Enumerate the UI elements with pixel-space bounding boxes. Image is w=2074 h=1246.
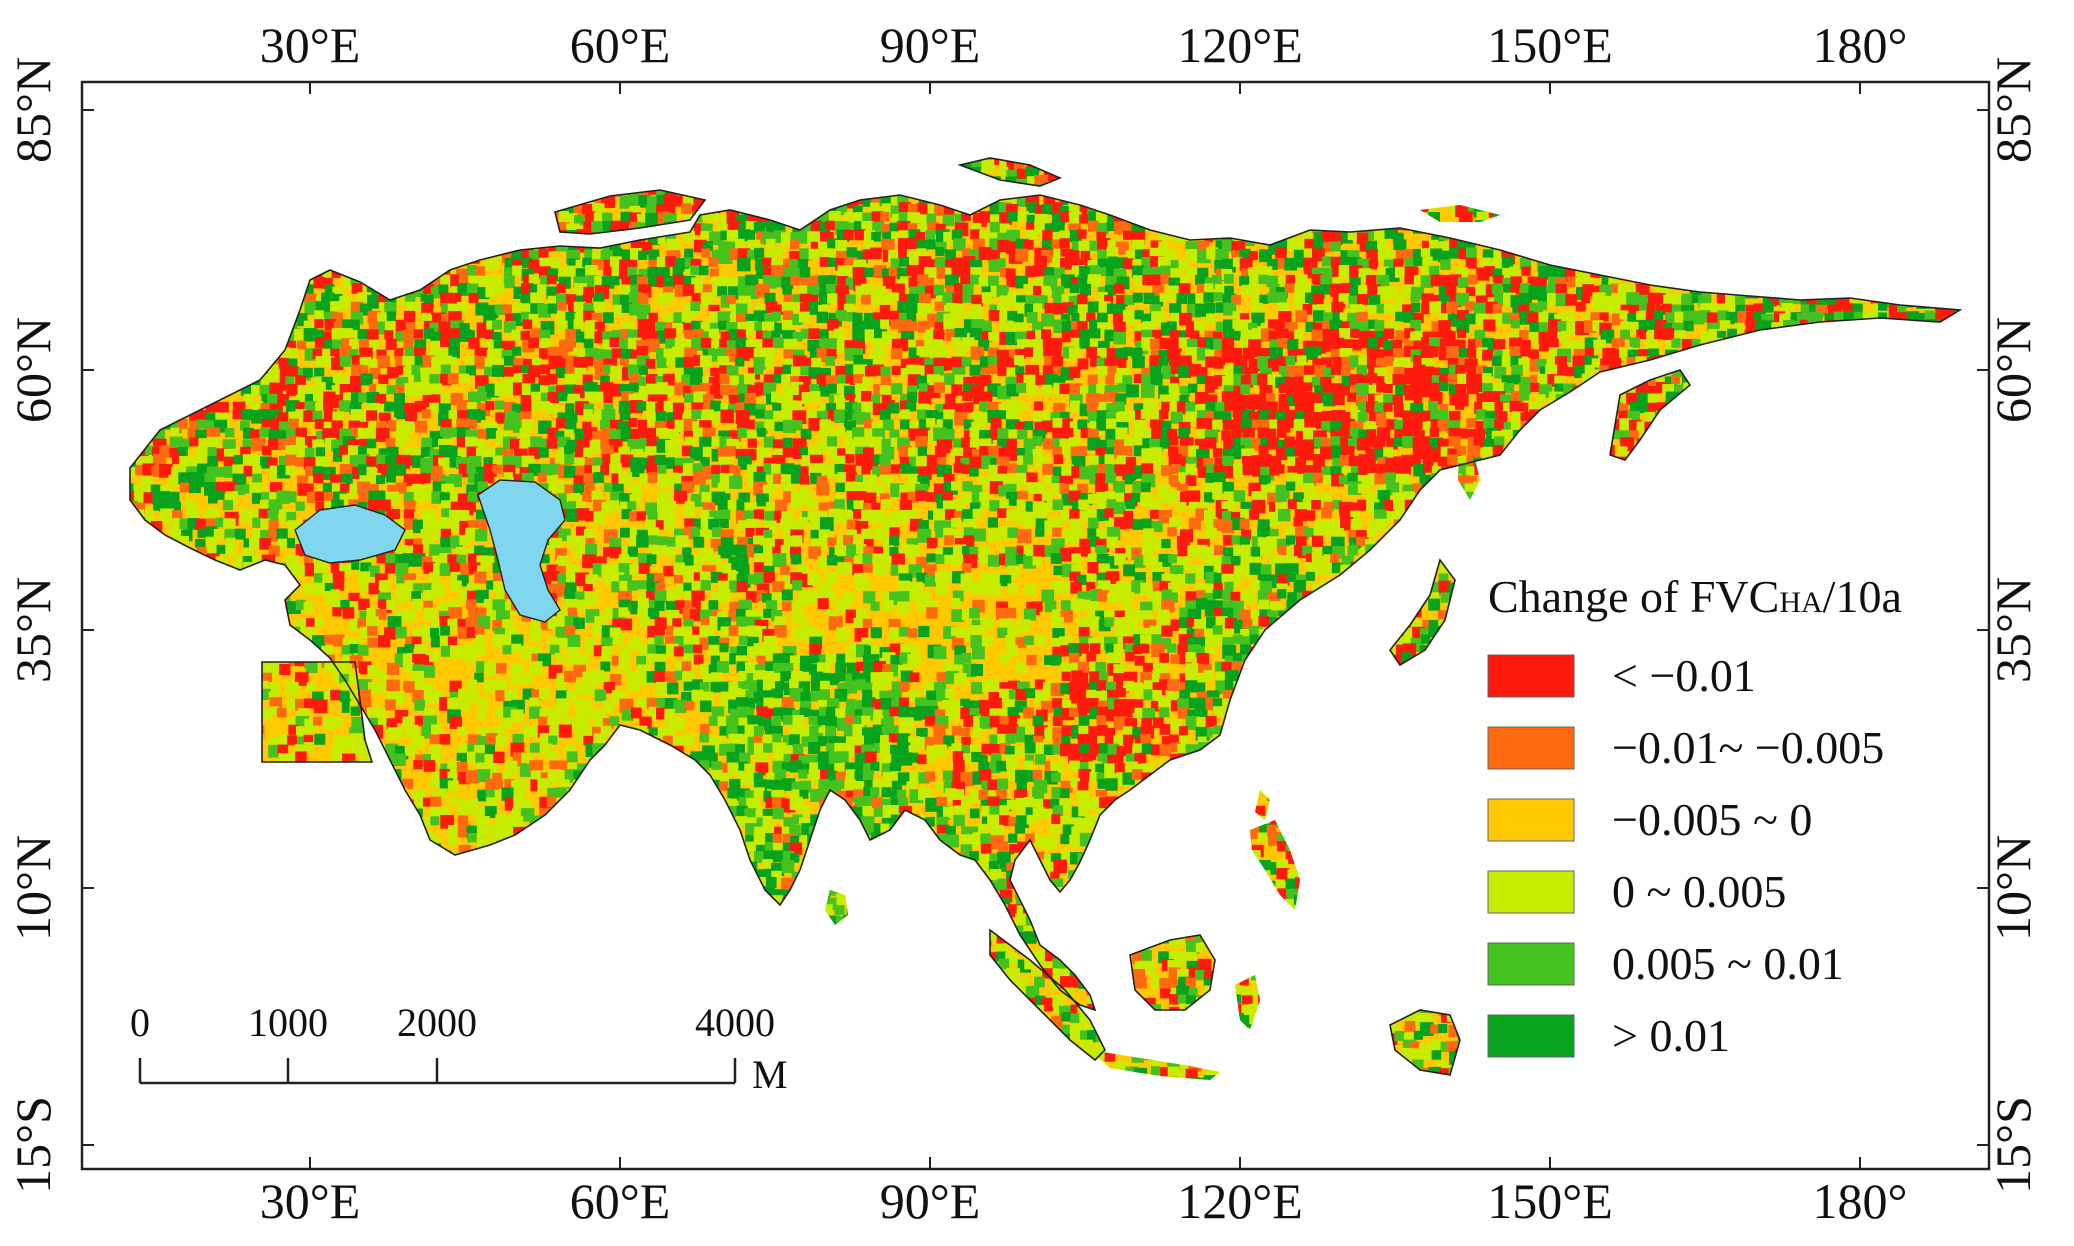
legend-label: −0.01~ −0.005 xyxy=(1612,722,1884,773)
lon-tick-label-top: 30°E xyxy=(260,17,361,73)
lon-tick-label-bottom: 120°E xyxy=(1177,1173,1303,1229)
legend-label: 0.005 ~ 0.01 xyxy=(1612,938,1844,989)
legend-swatch xyxy=(1487,1014,1575,1058)
lon-tick-label-bottom: 30°E xyxy=(260,1173,361,1229)
lon-tick-label-top: 150°E xyxy=(1487,17,1613,73)
lon-tick-label-bottom: 180° xyxy=(1813,1173,1908,1229)
scale-label-2000: 2000 xyxy=(397,1000,477,1045)
scale-unit: M xyxy=(752,1052,788,1097)
black-sea xyxy=(294,504,406,564)
lat-tick-label-right: 85°N xyxy=(1985,57,2041,163)
lon-tick-label-top: 60°E xyxy=(570,17,671,73)
lat-tick-label-left: 35°N xyxy=(5,577,61,683)
lat-tick-label-right: 60°N xyxy=(1985,317,2041,423)
scale-label-0: 0 xyxy=(130,1000,150,1045)
lon-tick-label-bottom: 60°E xyxy=(570,1173,671,1229)
lat-tick-label-left: 60°N xyxy=(5,317,61,423)
lon-tick-label-top: 90°E xyxy=(880,17,981,73)
lon-tick-label-top: 180° xyxy=(1813,17,1908,73)
scale-label-4000: 4000 xyxy=(695,1000,775,1045)
caspian-sea xyxy=(477,479,566,623)
scale-bar: 0 1000 2000 4000 M xyxy=(130,1000,788,1097)
legend-swatch xyxy=(1487,798,1575,842)
lat-tick-label-left: 15°S xyxy=(5,1096,61,1194)
graticule-ticks: 30°E 30°E 60°E 60°E 90°E 90°E 120°E 120°E 150°E 1… xyxy=(5,17,2041,1229)
legend-swatch xyxy=(1487,942,1575,986)
legend-label: −0.005 ~ 0 xyxy=(1612,794,1812,845)
lat-tick-label-right: 15°S xyxy=(1985,1096,2041,1194)
inland-seas xyxy=(294,479,566,623)
legend-swatch xyxy=(1487,726,1575,770)
lat-tick-label-left: 10°N xyxy=(5,835,61,941)
lat-tick-label-right: 35°N xyxy=(1985,577,2041,683)
legend-swatch xyxy=(1487,870,1575,914)
lon-tick-label-top: 120°E xyxy=(1177,17,1303,73)
legend-label: 0 ~ 0.005 xyxy=(1612,866,1786,917)
legend: Change of FVCHA/10a < −0.01 −0.01~ −0.005… xyxy=(1487,571,1902,1061)
coastline xyxy=(129,157,1961,1076)
legend-swatch xyxy=(1487,654,1575,698)
legend-label: < −0.01 xyxy=(1612,650,1756,701)
lon-tick-label-bottom: 90°E xyxy=(880,1173,981,1229)
lat-tick-label-right: 10°N xyxy=(1985,835,2041,941)
lat-tick-label-left: 85°N xyxy=(5,57,61,163)
legend-label: > 0.01 xyxy=(1612,1010,1730,1061)
legend-title: Change of FVCHA/10a xyxy=(1488,571,1902,622)
lon-tick-label-bottom: 150°E xyxy=(1487,1173,1613,1229)
scale-label-1000: 1000 xyxy=(248,1000,328,1045)
